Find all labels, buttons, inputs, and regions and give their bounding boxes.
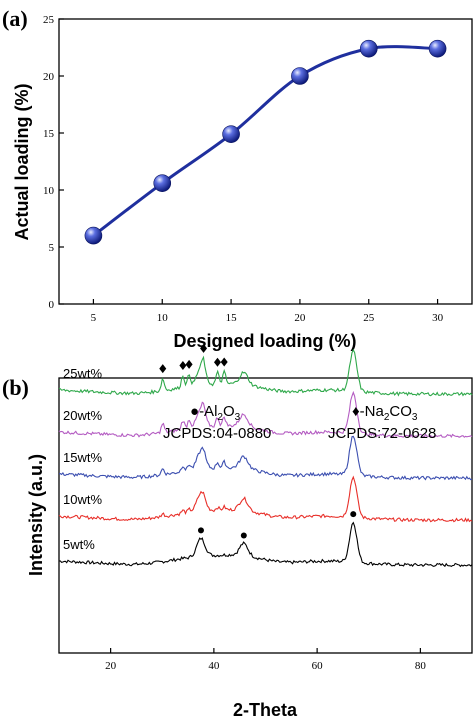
a-data-point	[291, 67, 309, 85]
a-data-point	[222, 125, 240, 143]
b-series-line	[58, 348, 473, 397]
a-xtick-label: 25	[363, 312, 375, 324]
b-series-line	[58, 435, 473, 481]
panel-b-series-labels: 5wt% 10wt% 15wt% 20wt% 25wt%	[63, 366, 102, 552]
a-xtick-label: 20	[294, 312, 306, 324]
na2co3-peak-marker	[159, 364, 167, 374]
b-series-label: 20wt%	[63, 408, 102, 423]
al2o3-peak-marker	[350, 511, 357, 518]
b-series-line	[58, 521, 473, 568]
legend-na2co3-card: JCPDS:72-0628	[328, 425, 436, 442]
a-ytick-label: 5	[49, 242, 55, 254]
na2co3-peak-marker	[179, 361, 187, 371]
legend-na2co3-name: ♦-Na2CO3	[352, 403, 418, 423]
a-data-point	[153, 174, 172, 192]
panel-a-series-line	[92, 45, 438, 237]
panel-a-y-ticks: 0 5 10 15 20 25	[43, 14, 64, 311]
b-series-label: 5wt%	[63, 537, 95, 552]
na2co3-peak-marker	[200, 343, 208, 353]
a-xtick-label: 30	[432, 312, 444, 324]
a-ytick-label: 15	[43, 128, 55, 140]
b-xtick-label: 40	[208, 660, 220, 672]
na2co3-peak-marker	[185, 359, 193, 369]
na2co3-peak-marker	[213, 357, 221, 367]
b-series-label: 15wt%	[63, 450, 102, 465]
b-series-line	[58, 475, 473, 523]
panel-a-ylabel: Actual loading (%)	[12, 83, 32, 240]
a-xtick-label: 5	[91, 312, 97, 324]
b-xtick-label: 60	[312, 660, 324, 672]
al2o3-peak-marker	[197, 527, 204, 534]
legend-na2co3: ♦-Na2CO3 JCPDS:72-0628	[328, 403, 436, 442]
na2co3-peak-marker	[220, 357, 228, 367]
a-data-point	[84, 226, 103, 245]
panel-a-markers	[84, 39, 447, 245]
b-xtick-label: 80	[415, 660, 427, 672]
a-xtick-label: 15	[226, 312, 238, 324]
panel-a-xlabel: Designed loading (%)	[173, 331, 356, 351]
a-ytick-label: 10	[43, 185, 55, 197]
panel-b-x-ticks: 20 40 60 80	[105, 648, 426, 672]
panel-a-x-ticks: 5 10 15 20 25 30	[91, 299, 444, 324]
b-series-label: 10wt%	[63, 492, 102, 507]
legend-al2o3-name: ●-Al2O3	[190, 403, 241, 423]
panel-b-ylabel: Intensity (a.u.)	[26, 454, 46, 576]
panel-b-series	[58, 348, 473, 568]
panel-b-xlabel: 2-Theta	[233, 700, 298, 720]
a-xtick-label: 10	[157, 312, 169, 324]
panel-a-label: (a)	[2, 6, 28, 31]
a-ytick-label: 25	[43, 14, 55, 26]
legend-al2o3: ●-Al2O3 JCPDS:04-0880	[163, 403, 271, 442]
b-series-line	[58, 390, 473, 439]
a-ytick-label: 20	[43, 71, 55, 83]
b-series-label: 25wt%	[63, 366, 102, 381]
a-data-point	[428, 39, 447, 58]
panel-b-peak-markers	[159, 343, 357, 539]
a-data-point	[359, 39, 378, 58]
panel-a-frame	[58, 18, 473, 305]
a-ytick-label: 0	[49, 299, 55, 311]
legend-al2o3-card: JCPDS:04-0880	[163, 425, 271, 442]
al2o3-peak-marker	[240, 532, 247, 539]
b-xtick-label: 20	[105, 660, 117, 672]
panel-b-label: (b)	[2, 375, 29, 400]
